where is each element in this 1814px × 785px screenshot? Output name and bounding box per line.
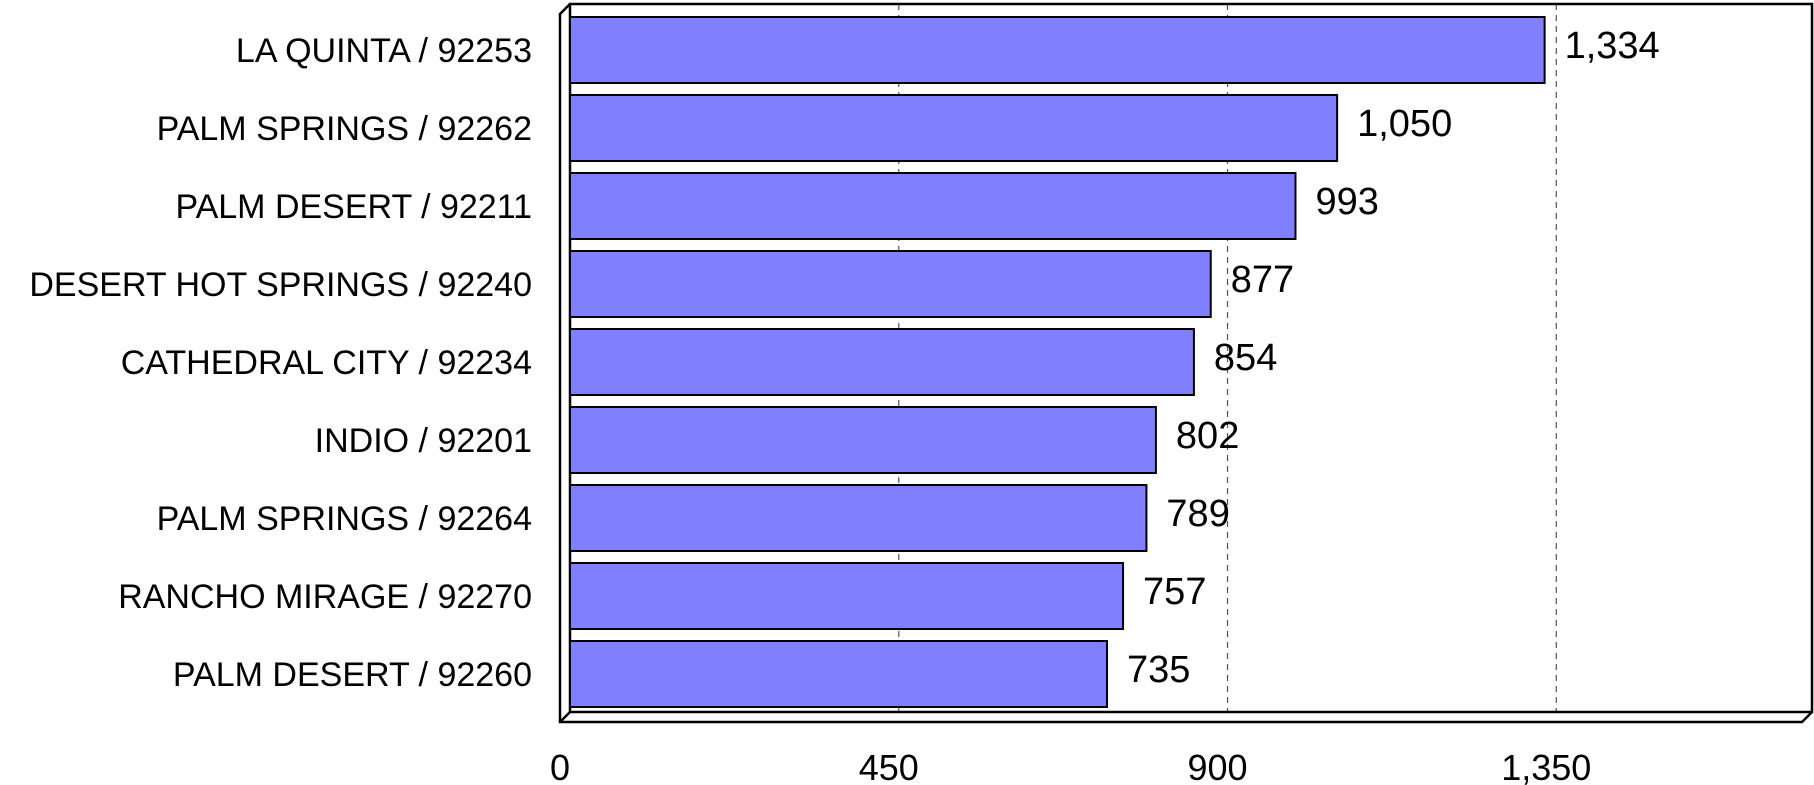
x-tick-label: 900	[1187, 747, 1247, 785]
category-label: PALM DESERT / 92260	[173, 656, 532, 694]
bar	[569, 94, 1339, 162]
bar	[569, 328, 1195, 396]
category-label: PALM SPRINGS / 92264	[157, 500, 532, 538]
category-label: PALM SPRINGS / 92262	[157, 110, 532, 148]
data-label: 993	[1315, 181, 1378, 223]
x-tick-label: 450	[859, 747, 919, 785]
category-label: INDIO / 92201	[315, 422, 532, 460]
data-label: 757	[1143, 571, 1206, 613]
bar	[569, 562, 1125, 630]
category-label: RANCHO MIRAGE / 92270	[118, 578, 532, 616]
bar	[569, 250, 1212, 318]
category-label: DESERT HOT SPRINGS / 92240	[29, 266, 532, 304]
bar	[569, 484, 1148, 552]
data-label: 1,050	[1357, 103, 1452, 145]
data-labels: 1,334 1,050 993 877 854 802 789 757 735	[1127, 25, 1660, 691]
x-tick-label: 1,350	[1501, 747, 1591, 785]
data-label: 854	[1214, 337, 1277, 379]
category-label: LA QUINTA / 92253	[236, 32, 532, 70]
bar	[569, 16, 1546, 84]
bars-layer	[569, 16, 1546, 708]
category-label: PALM DESERT / 92211	[175, 188, 532, 226]
data-label: 802	[1176, 415, 1239, 457]
plot-corner-edge	[559, 711, 571, 723]
bar	[569, 172, 1297, 240]
data-label: 735	[1127, 649, 1190, 691]
x-tick-label: 0	[550, 747, 570, 785]
category-label: CATHEDRAL CITY / 92234	[121, 344, 532, 382]
x-tick-labels: 0 450 900 1,350	[550, 747, 1591, 785]
bar	[569, 406, 1157, 474]
bar	[569, 640, 1108, 708]
category-labels: LA QUINTA / 92253 PALM SPRINGS / 92262 PAL…	[29, 32, 532, 694]
data-label: 1,334	[1565, 25, 1660, 67]
data-label: 789	[1166, 493, 1229, 535]
data-label: 877	[1231, 259, 1294, 301]
